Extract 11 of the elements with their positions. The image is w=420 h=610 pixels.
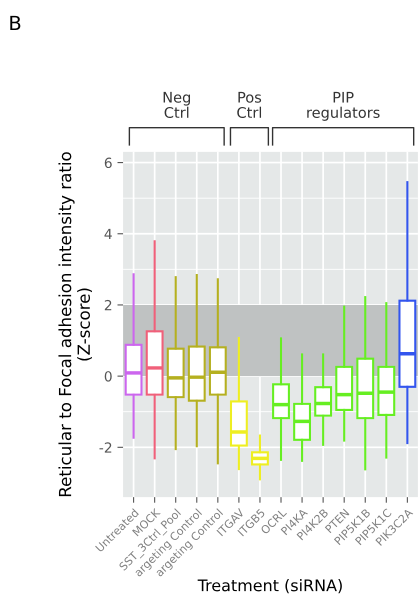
text: Neg Ctrl bbox=[164, 92, 190, 118]
text: B bbox=[10, 16, 20, 30]
x-axis-title: Treatment (siRNA) bbox=[198, 579, 342, 594]
y-tick-label: 2 bbox=[104, 300, 112, 310]
y-tick-label: -2 bbox=[99, 442, 112, 453]
text: Pos Ctrl bbox=[237, 92, 262, 118]
y-axis-title: Reticular to Focal adhesion intensity ratio (Z-score) bbox=[58, 152, 92, 496]
y-tick-label: 4 bbox=[104, 228, 112, 240]
y-tick-label: 0 bbox=[104, 371, 112, 382]
y-tick-label: 6 bbox=[104, 158, 112, 168]
text: PIP regulators bbox=[307, 92, 380, 121]
